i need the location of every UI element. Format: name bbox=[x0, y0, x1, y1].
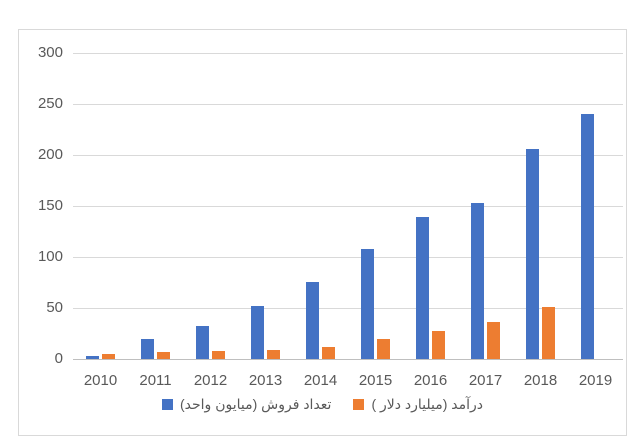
x-axis-year-label: 2014 bbox=[303, 372, 338, 389]
y-axis-tick-label: 250 bbox=[37, 95, 63, 112]
x-axis-year-label: 2012 bbox=[193, 372, 228, 389]
bar-group-2013 bbox=[238, 53, 293, 359]
revenue-bar-2017 bbox=[487, 322, 500, 359]
gridline bbox=[73, 206, 623, 207]
x-axis-year-label: 2015 bbox=[358, 372, 393, 389]
gridline bbox=[73, 104, 623, 105]
y-axis-tick-label: 50 bbox=[46, 299, 63, 316]
x-axis-line bbox=[73, 359, 623, 360]
legend-item-revenue: درآمد (میلیارد دلار ) bbox=[353, 396, 483, 413]
revenue-bar-2011 bbox=[157, 352, 170, 359]
revenue-bar-2018 bbox=[542, 307, 555, 359]
gridline bbox=[73, 257, 623, 258]
legend-marker-sales-icon bbox=[162, 399, 173, 410]
x-axis-year-label: 2013 bbox=[248, 372, 283, 389]
plot-area bbox=[73, 53, 623, 360]
revenue-bar-2015 bbox=[377, 339, 390, 359]
gridline bbox=[73, 155, 623, 156]
x-axis-year-label: 2011 bbox=[139, 372, 172, 389]
bar-group-2012 bbox=[183, 53, 238, 359]
x-axis-year-label: 2017 bbox=[468, 372, 503, 389]
bar-group-2016 bbox=[403, 53, 458, 359]
y-axis-tick-label: 150 bbox=[37, 197, 63, 214]
sales-bar-2017 bbox=[471, 203, 484, 359]
x-axis: 2010 2011 2012 2013 2014 2015 2016 2017 2018 2019 bbox=[73, 365, 623, 389]
revenue-bar-2013 bbox=[267, 350, 280, 359]
sales-bar-2010 bbox=[86, 356, 99, 359]
sales-bar-2019 bbox=[581, 114, 594, 359]
x-axis-year-label: 2018 bbox=[523, 372, 558, 389]
x-axis-year-label: 2016 bbox=[413, 372, 448, 389]
bar-group-2015 bbox=[348, 53, 403, 359]
x-axis-year-label: 2010 bbox=[83, 372, 118, 389]
sales-bar-2013 bbox=[251, 306, 264, 359]
legend-marker-revenue-icon bbox=[353, 399, 365, 410]
gridline bbox=[73, 53, 623, 54]
legend: تعداد فروش (میایون واحد) درآمد (میلیارد د… bbox=[19, 396, 626, 413]
y-axis-tick-label: 300 bbox=[37, 44, 63, 61]
legend-label-sales: تعداد فروش (میایون واحد) bbox=[180, 396, 332, 412]
y-axis-tick-label: 200 bbox=[37, 146, 63, 163]
bar-group-2010 bbox=[73, 53, 128, 359]
sales-bar-2016 bbox=[416, 217, 429, 359]
revenue-bar-2016 bbox=[432, 331, 445, 359]
y-axis-tick-label: 0 bbox=[54, 350, 63, 367]
revenue-bar-2010 bbox=[102, 354, 115, 359]
sales-bar-2018 bbox=[526, 149, 539, 359]
revenue-bar-2012 bbox=[212, 351, 225, 359]
legend-item-sales: تعداد فروش (میایون واحد) bbox=[162, 396, 331, 413]
bar-group-2018 bbox=[513, 53, 568, 359]
bar-group-2014 bbox=[293, 53, 348, 359]
legend-label-revenue: درآمد (میلیارد دلار ) bbox=[371, 396, 483, 412]
bar-chart: 0 50 100 150 200 250 300 2010 2011 2012 2013 2014 2… bbox=[18, 29, 627, 436]
revenue-bar-2014 bbox=[322, 347, 335, 359]
sales-bar-2012 bbox=[196, 326, 209, 359]
sales-bar-2014 bbox=[306, 282, 319, 359]
gridline bbox=[73, 308, 623, 309]
bar-group-2017 bbox=[458, 53, 513, 359]
y-axis-tick-label: 100 bbox=[37, 248, 63, 265]
bar-group-2011 bbox=[128, 53, 183, 359]
x-axis-year-label: 2019 bbox=[578, 372, 613, 389]
bar-group-2019 bbox=[568, 53, 623, 359]
sales-bar-2011 bbox=[141, 339, 154, 359]
sales-bar-2015 bbox=[361, 249, 374, 359]
